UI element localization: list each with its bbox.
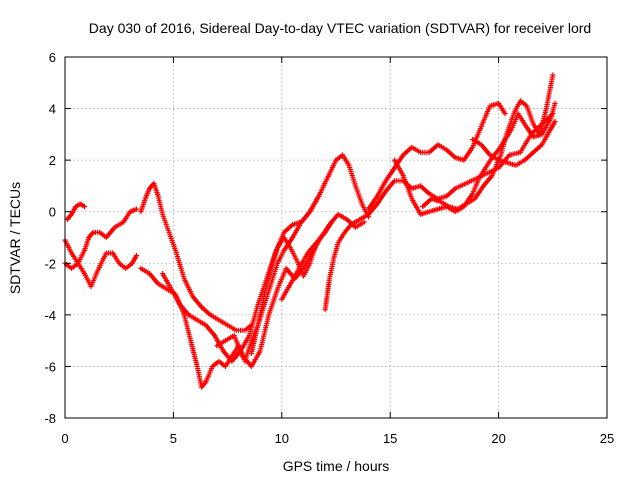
x-tick-label: 10 [275,431,289,446]
grid-lines [65,57,607,418]
series-satellite-track-11 [365,100,508,212]
plus-markers [138,180,254,333]
y-tick-label: 4 [49,102,56,117]
x-tick-label: 25 [600,431,614,446]
plus-markers [420,72,556,212]
data-series [62,72,558,390]
series-satellite-track-13 [420,72,556,212]
y-tick-label: -2 [44,256,56,271]
plus-markers [365,100,508,212]
x-axis-label: GPS time / hours [283,458,390,474]
axes: -8 -6 -4 -2 0 2 4 6 0 5 10 15 20 25 [44,50,614,446]
plus-markers [64,201,88,222]
y-tick-label: -6 [44,359,56,374]
series-satellite-track-9 [279,219,335,302]
plus-markers [279,219,335,302]
y-tick-label: 6 [49,50,56,65]
series-satellite-track-1 [64,201,88,222]
y-tick-label: -4 [44,308,56,323]
series-trace [140,182,252,331]
y-axis-label: SDTVAR / TECUs [7,182,23,294]
y-tick-label: 0 [49,205,56,220]
plus-markers [470,118,558,168]
y-tick-label: -8 [44,411,56,426]
x-tick-label: 15 [383,431,397,446]
series-trace [422,74,554,210]
chart-title: Day 030 of 2016, Sidereal Day-to-day VTE… [89,20,591,36]
x-tick-label: 0 [61,431,68,446]
x-tick-label: 20 [491,431,505,446]
series-satellite-track-14 [470,118,558,168]
x-tick-label: 5 [170,431,177,446]
y-tick-label: 2 [49,153,56,168]
series-satellite-track-4 [138,180,254,333]
plot-frame [64,56,608,419]
